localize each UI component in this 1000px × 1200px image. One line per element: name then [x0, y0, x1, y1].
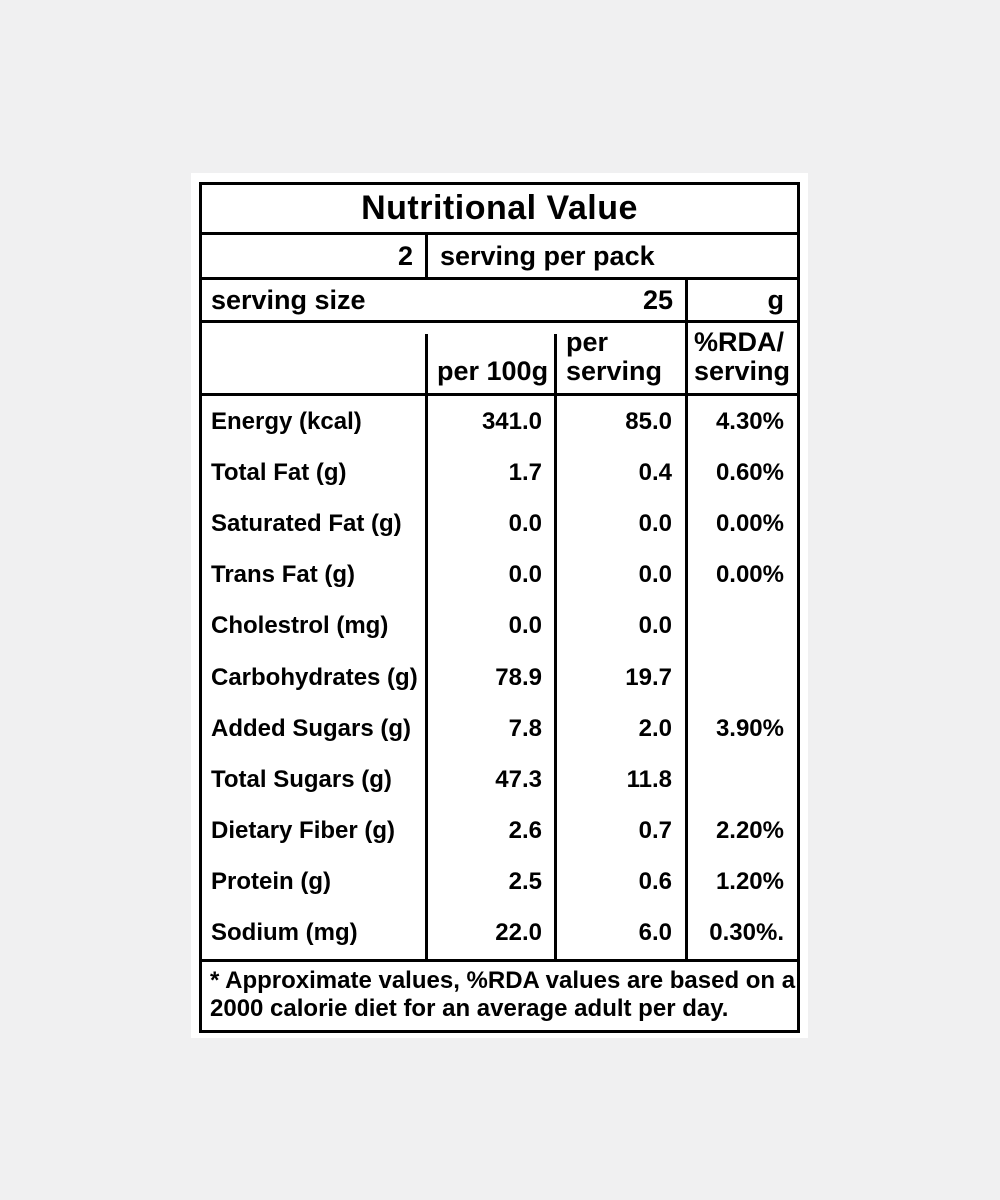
nutrient-row-saturated-fat: Saturated Fat (g) 0.0 0.0 0.00% — [202, 498, 797, 549]
value-rda: 2.20% — [715, 817, 784, 845]
value-rda — [685, 754, 797, 805]
header-per-serving-line2: serving — [566, 356, 663, 386]
nutrient-row-sodium: Sodium (mg) 22.0 6.0 0.30%. — [202, 908, 797, 959]
value-rda — [685, 601, 797, 652]
value-per-100g: 22.0 — [495, 919, 542, 947]
value-per-100g: 2.5 — [508, 868, 542, 896]
value-per-serving: 2.0 — [638, 714, 672, 742]
value-per-100g: 0.0 — [508, 561, 542, 589]
servings-text: serving per pack — [425, 235, 797, 277]
nutrient-label: Total Fat (g) — [211, 458, 347, 486]
value-per-100g: 7.8 — [508, 714, 542, 742]
header-blank — [202, 323, 425, 393]
header-per-serving: per serving — [554, 323, 685, 393]
nutrient-label: Trans Fat (g) — [211, 561, 356, 589]
serving-size-row: serving size 25 g — [202, 280, 797, 323]
nutrient-row-total-sugars: Total Sugars (g) 47.3 11.8 — [202, 754, 797, 805]
column-divider — [425, 334, 428, 393]
column-divider — [554, 396, 557, 959]
value-per-serving: 0.0 — [638, 561, 672, 589]
nutrition-label-panel: Nutritional Value 2 serving per pack ser… — [191, 173, 808, 1038]
value-per-serving: 0.7 — [638, 817, 672, 845]
value-rda: 0.00% — [715, 509, 784, 537]
header-per-serving-line1: per — [566, 327, 609, 357]
value-rda: 0.30%. — [709, 919, 784, 947]
value-per-100g: 47.3 — [495, 765, 542, 793]
value-per-serving: 0.0 — [638, 612, 672, 640]
nutrient-label: Cholestrol (mg) — [211, 612, 389, 640]
value-per-100g: 2.6 — [508, 817, 542, 845]
nutrient-label: Total Sugars (g) — [211, 765, 392, 793]
header-rda-line2: serving — [694, 356, 791, 386]
column-divider — [685, 396, 688, 959]
serving-size-unit: g — [685, 280, 797, 320]
nutrient-row-added-sugars: Added Sugars (g) 7.8 2.0 3.90% — [202, 703, 797, 754]
nutrient-label: Dietary Fiber (g) — [211, 817, 396, 845]
nutrient-data-region: Energy (kcal) 341.0 85.0 4.30% Total Fat… — [202, 396, 797, 962]
footnote-line2: 2000 calorie diet for an average adult p… — [210, 995, 729, 1022]
nutrient-label: Carbohydrates (g) — [211, 663, 418, 691]
label-title: Nutritional Value — [361, 189, 638, 227]
header-per-100g-text: per 100g — [437, 356, 549, 386]
value-per-100g: 0.0 — [508, 509, 542, 537]
value-rda: 3.90% — [715, 714, 784, 742]
value-per-100g: 341.0 — [481, 407, 542, 435]
nutrient-label: Saturated Fat (g) — [211, 509, 402, 537]
value-per-100g: 1.7 — [508, 458, 542, 486]
value-per-serving: 85.0 — [625, 407, 672, 435]
value-per-serving: 0.0 — [638, 509, 672, 537]
column-divider — [685, 323, 688, 393]
value-rda — [685, 652, 797, 703]
nutrient-row-total-fat: Total Fat (g) 1.7 0.4 0.60% — [202, 447, 797, 498]
value-per-serving: 6.0 — [638, 919, 672, 947]
serving-size-value: 25 — [642, 284, 673, 315]
nutrient-row-cholestrol: Cholestrol (mg) 0.0 0.0 — [202, 601, 797, 652]
value-rda: 4.30% — [715, 407, 784, 435]
label-title-row: Nutritional Value — [202, 185, 797, 235]
servings-count: 2 — [397, 240, 413, 271]
nutrient-row-energy: Energy (kcal) 341.0 85.0 4.30% — [202, 396, 797, 447]
servings-per-pack-row: 2 serving per pack — [202, 235, 797, 280]
header-rda-line1: %RDA/ — [694, 327, 785, 357]
footnote: * Approximate values, %RDA values are ba… — [202, 962, 797, 1030]
value-rda: 1.20% — [715, 868, 784, 896]
column-divider — [554, 334, 557, 393]
nutrient-label: Energy (kcal) — [211, 407, 362, 435]
nutrient-label: Added Sugars (g) — [211, 714, 412, 742]
value-per-serving: 11.8 — [626, 765, 672, 793]
nutrient-label: Protein (g) — [211, 868, 331, 896]
serving-size-main: serving size 25 — [202, 280, 685, 320]
nutrient-label: Sodium (mg) — [211, 919, 358, 947]
value-per-serving: 19.7 — [625, 663, 672, 691]
footnote-line1: * Approximate values, %RDA values are ba… — [210, 967, 796, 994]
value-per-100g: 0.0 — [508, 612, 542, 640]
nutrient-row-protein: Protein (g) 2.5 0.6 1.20% — [202, 857, 797, 908]
value-rda: 0.00% — [715, 561, 784, 589]
serving-size-label: serving size — [211, 284, 366, 315]
nutrient-row-carbohydrates: Carbohydrates (g) 78.9 19.7 — [202, 652, 797, 703]
column-header-row: per 100g per serving %RDA/ serving — [202, 323, 797, 396]
nutrient-row-dietary-fiber: Dietary Fiber (g) 2.6 0.7 2.20% — [202, 806, 797, 857]
value-rda: 0.60% — [715, 458, 784, 486]
value-per-serving: 0.4 — [638, 458, 672, 486]
nutrition-table: Nutritional Value 2 serving per pack ser… — [199, 182, 800, 1033]
value-per-100g: 78.9 — [495, 663, 542, 691]
column-divider — [425, 396, 428, 959]
value-per-serving: 0.6 — [638, 868, 672, 896]
nutrient-row-trans-fat: Trans Fat (g) 0.0 0.0 0.00% — [202, 550, 797, 601]
header-per-100g: per 100g — [425, 323, 554, 393]
header-rda-serving: %RDA/ serving — [685, 323, 797, 393]
